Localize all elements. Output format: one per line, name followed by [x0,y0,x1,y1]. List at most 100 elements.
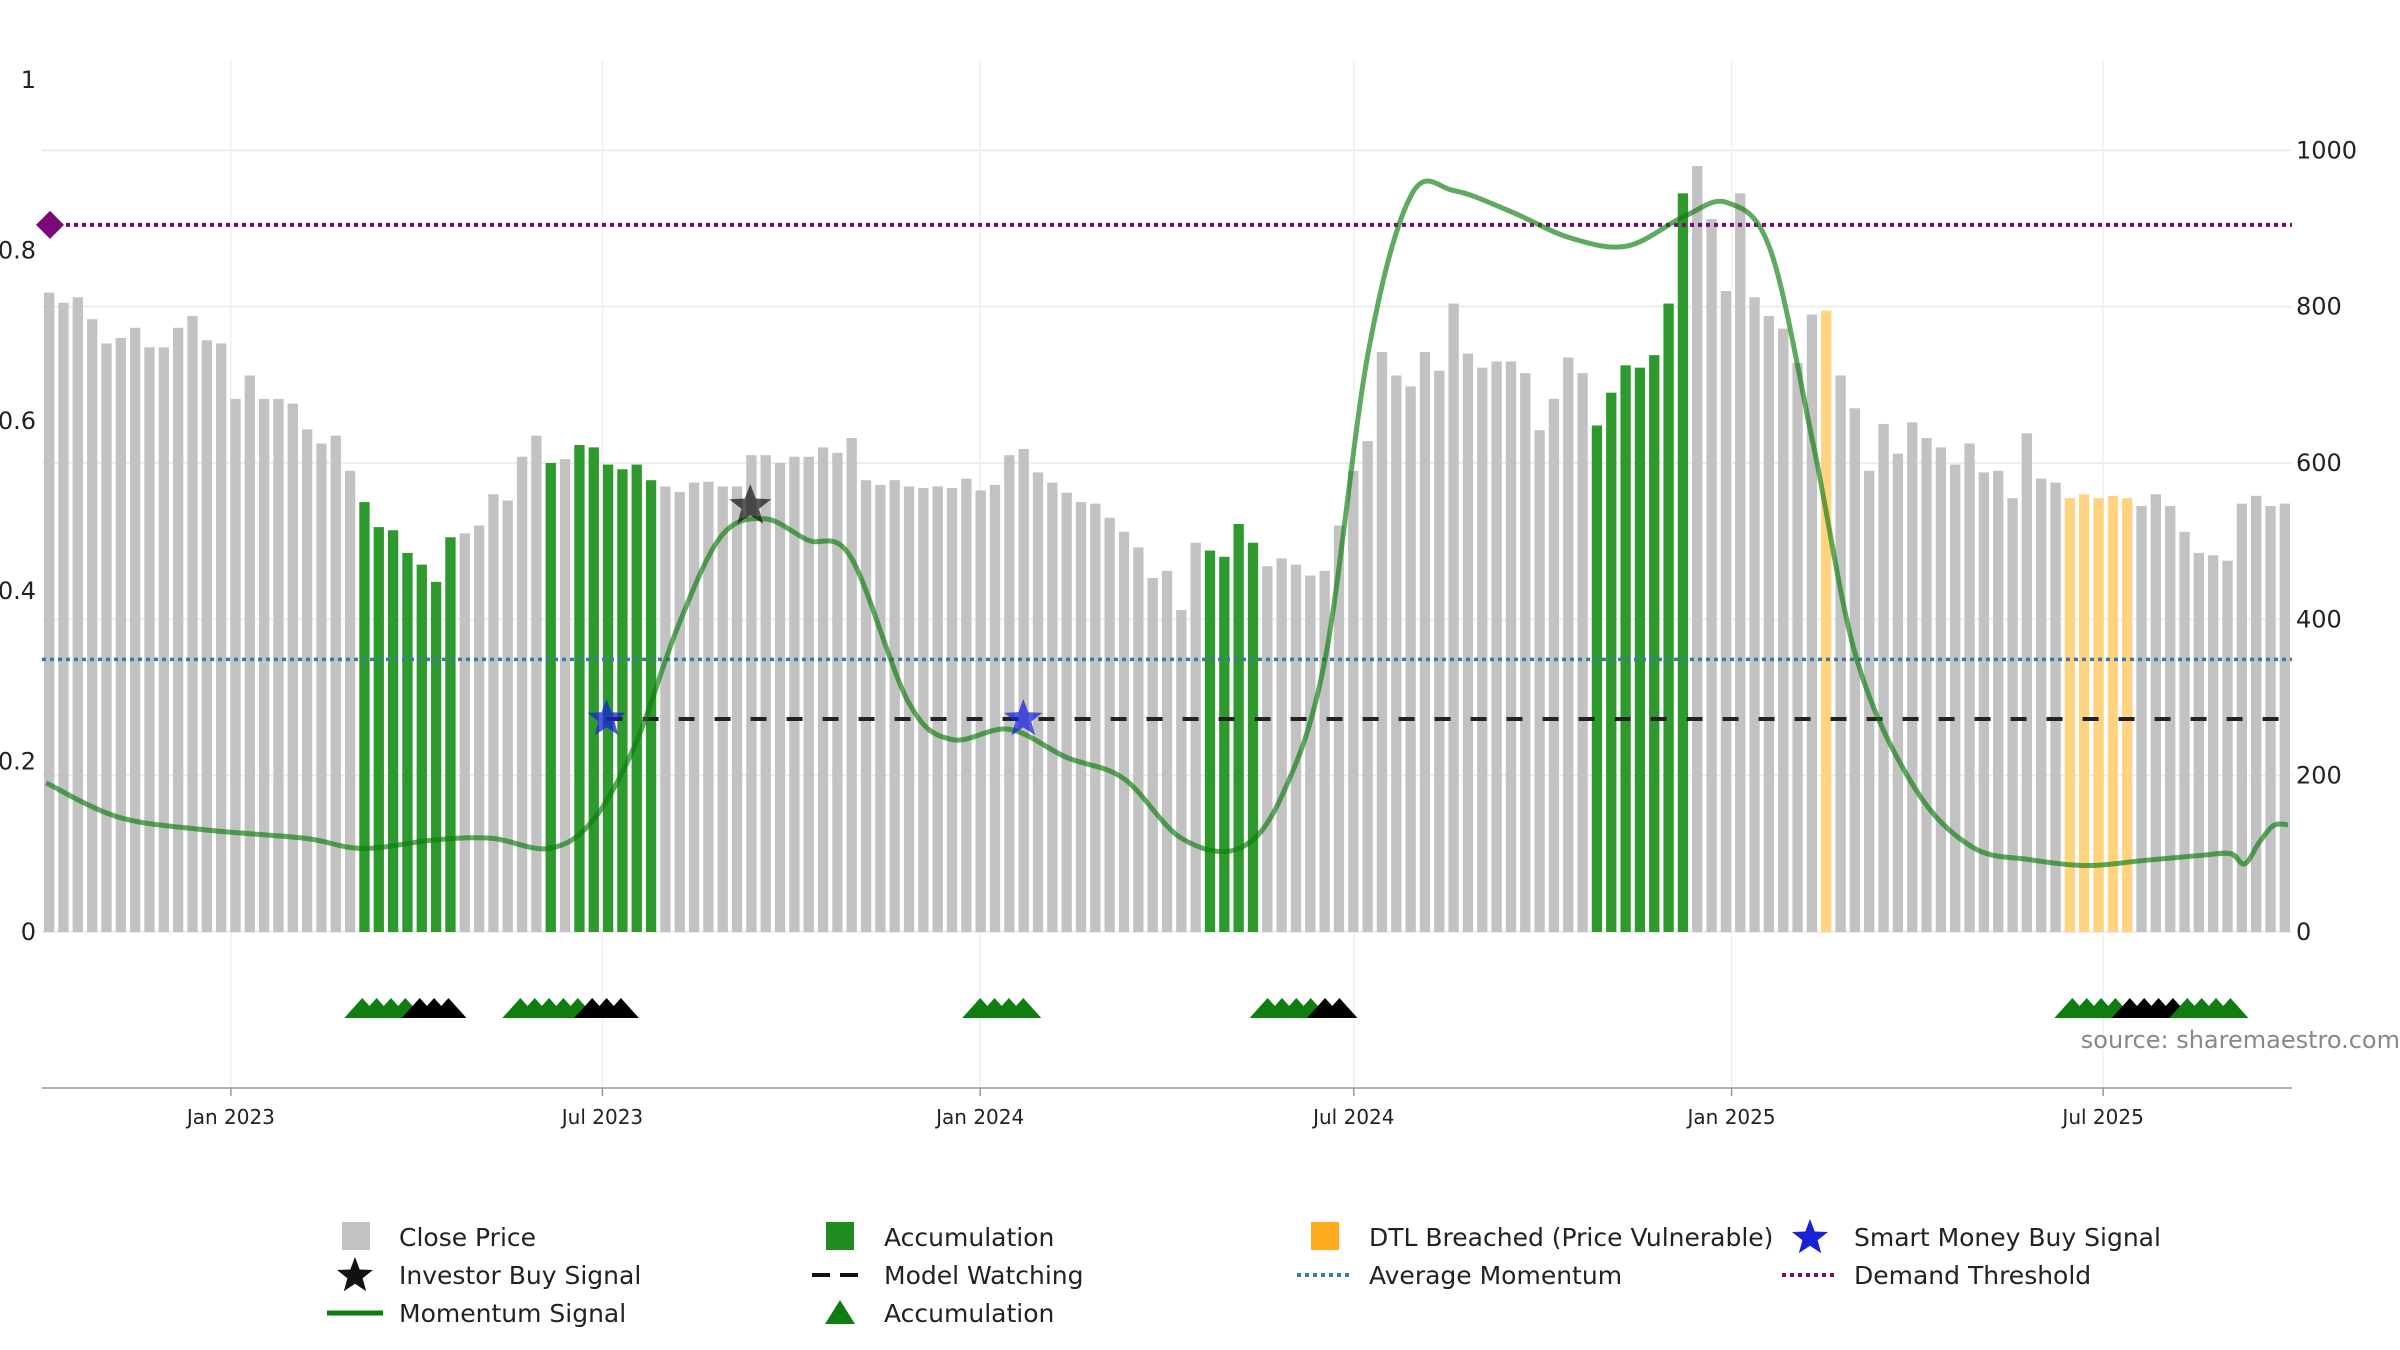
close-price-bar [1993,470,2004,932]
close-price-bar [1548,398,1560,932]
close-price-bar [1978,472,1990,932]
left-axis-tick-label: 0.4 [0,577,36,605]
close-price-bar [1477,367,1488,932]
close-price-bar [2007,498,2018,932]
close-price-bar [1276,558,1287,932]
accumulation-bar [1649,355,1660,932]
close-price-bar [459,533,470,932]
accumulation-bar [1677,193,1689,932]
close-price-bar [1749,297,1760,932]
close-price-bar [2150,494,2162,932]
close-price-bar [1706,219,1717,933]
dtl-breached-bar [2064,498,2076,932]
right-axis-tick-label: 400 [2296,605,2342,633]
left-axis-tick-label: 0 [21,918,36,946]
accumulation-bar [359,502,370,932]
close-price-bar [72,297,83,932]
accumulation-bar [416,564,427,932]
demand-threshold-marker [36,210,64,239]
close-price-bar [1419,352,1431,933]
dtl-breached-bar [2093,498,2104,932]
accumulation-bar [1204,550,1216,932]
accumulation-triangles [344,998,2249,1018]
left-axis-tick-label: 0.6 [0,407,36,435]
close-price-bar [1348,470,1359,932]
x-axis-date-label: Jul 2025 [2060,1105,2143,1129]
close-price-bar [2179,531,2190,932]
watching-triangle [602,998,639,1018]
accumulation-bar [373,527,384,932]
close-price-bar [1964,443,1975,932]
accumulation-bar [545,463,556,932]
close-price-bar [2208,555,2219,932]
accumulation-bar [445,537,456,932]
accumulation-bar [1663,303,1674,932]
dtl-breached-bar [2079,494,2090,932]
close-price-bar [559,459,571,932]
close-price-bar [975,490,986,932]
left-axis-tick-label: 0.8 [0,236,36,264]
close-price-bar [172,327,184,933]
accumulation-triangle [2212,998,2249,1018]
close-price-bar [674,491,685,932]
close-price-bar [731,486,743,932]
close-price-bar [2021,433,2033,932]
close-price-bar [502,500,513,932]
close-price-bar [1491,361,1502,932]
close-price-bar [273,398,284,932]
close-price-bar [1391,375,1402,932]
close-price-bar [1290,564,1302,932]
smart-money-star [587,699,626,736]
accumulation-bar [1247,542,1259,932]
accumulation-bar [602,464,614,932]
close-price-bar [1878,423,1889,932]
close-price-bar [1262,566,1273,932]
accumulation-bar [1620,365,1631,933]
close-price-bar [946,488,958,932]
close-price-bar [1950,464,1961,932]
right-axis-tick-label: 800 [2296,293,2342,321]
close-price-bar [2036,478,2047,932]
close-price-bar [1190,542,1201,932]
axes: 0 0.2 0.4 0.6 0.8 1 0 200 400 600 800 1000 Jan 2023 J… [0,66,2357,1129]
momentum-signal-line [45,178,2289,869]
close-price-bar [889,480,900,932]
close-price-bar [101,343,112,932]
close-price-bar [115,337,126,932]
close-price-bar [1305,575,1316,932]
close-price-bar [2193,552,2205,932]
accumulation-bar [1233,523,1244,932]
close-price-bar [44,292,55,933]
close-price-bar [1147,577,1158,932]
close-price-bar [87,319,98,933]
close-price-bar [1161,570,1173,932]
close-price-bar [1735,193,1746,932]
right-axis-tick-label: 1000 [2296,136,2357,164]
momentum-line [45,178,2289,869]
close-price-bar [903,486,915,932]
close-price-bar [1563,357,1574,933]
investor-buy-star [729,484,772,524]
close-price-bar [860,480,872,932]
right-axis-tick-label: 0 [2296,918,2311,946]
accumulation-bar [617,469,628,932]
close-price-bar [129,327,141,933]
close-price-bar [746,455,757,932]
close-price-bar [2050,482,2061,932]
close-price-bar [1061,492,1072,932]
close-price-bar [1935,447,1947,932]
dtl-breached-bar [1821,310,1832,932]
accumulation-bar [574,445,585,932]
close-price-bar [215,343,227,932]
close-price-bar [1176,609,1187,932]
close-price-bar [1892,453,1904,932]
close-price-bar [1692,165,1703,933]
close-price-bar [488,494,499,932]
close-price-bar [932,486,943,932]
close-price-bar [2222,560,2233,932]
close-price-bar [1448,303,1459,932]
close-price-bar [1520,373,1531,932]
close-price-bar [1362,441,1373,932]
close-price-bar [473,525,485,932]
